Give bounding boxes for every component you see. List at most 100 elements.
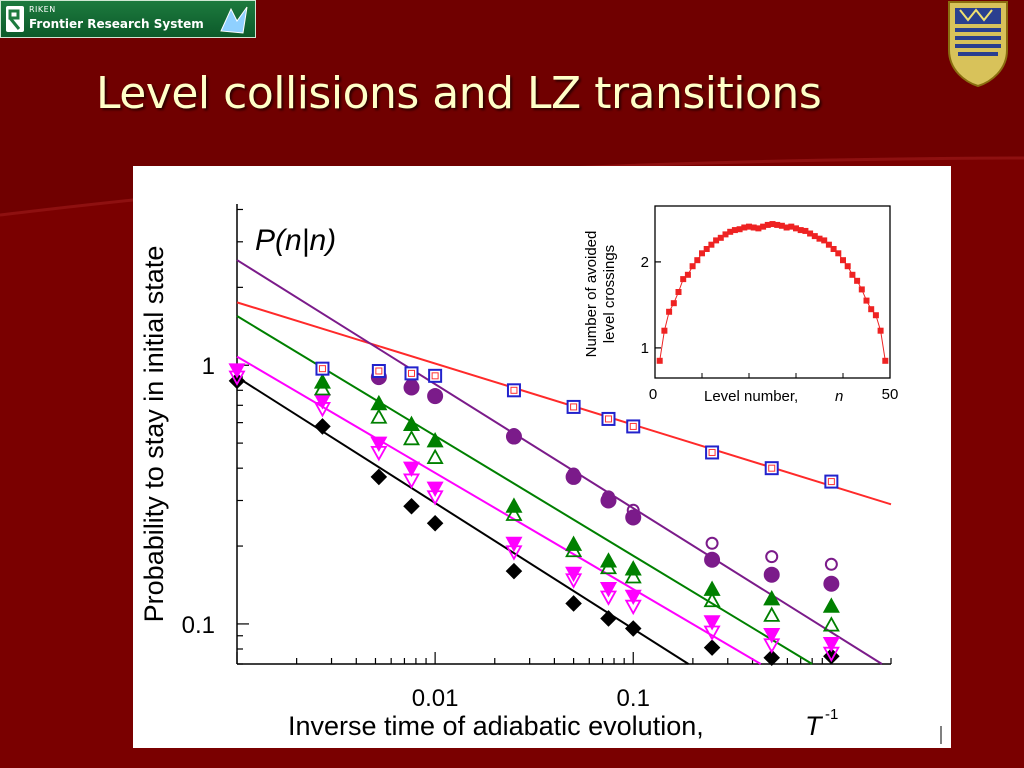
inset-x-axis-symbol: n: [835, 388, 843, 405]
inset-data-point: [722, 231, 729, 238]
data-point-inner: [431, 372, 439, 380]
data-point: [763, 566, 780, 583]
data-point-inner: [768, 464, 776, 472]
data-point: [505, 497, 523, 513]
x-axis-label: Inverse time of adiabatic evolution,: [288, 711, 704, 741]
slide-title: Level collisions and LZ transitions: [96, 68, 822, 119]
data-point: [402, 461, 421, 478]
data-point-inner: [510, 386, 518, 394]
data-point-inner: [408, 369, 416, 377]
data-point: [370, 394, 388, 411]
inset-y-label-line1: Number of avoided: [583, 231, 600, 358]
data-point: [426, 448, 444, 464]
inset-data-point: [666, 308, 673, 315]
inset-y-label-line2: level crossings: [601, 245, 618, 343]
data-point: [822, 597, 840, 613]
data-point-inner: [827, 478, 835, 486]
data-point: [601, 411, 616, 426]
chart-title: P(n|n): [255, 224, 336, 257]
data-point: [426, 514, 444, 532]
inset-data-point: [872, 312, 879, 319]
data-point: [763, 606, 781, 622]
inset-data-point: [708, 241, 715, 248]
inset-data-point: [877, 327, 884, 334]
inset-data-point: [807, 230, 814, 237]
data-point: [824, 557, 838, 571]
data-point: [624, 560, 642, 576]
inset-data-point: [717, 234, 724, 241]
data-point: [370, 436, 388, 452]
inset-frame: [654, 205, 891, 379]
data-point: [624, 620, 642, 637]
inset-x-axis-label: Level number,: [704, 388, 798, 405]
inset-data-point: [788, 223, 795, 230]
inset-data-point: [774, 221, 781, 228]
data-point: [822, 616, 840, 632]
inset-data-point: [675, 289, 682, 295]
data-point: [600, 492, 617, 509]
data-point: [505, 536, 523, 553]
data-point-inner: [318, 365, 326, 373]
x-tick-label: 0.1: [617, 685, 650, 712]
logo-frs-text: Frontier Research System: [29, 17, 204, 31]
data-point: [703, 591, 721, 608]
x-axis-exponent: -1: [825, 706, 838, 723]
data-point: [822, 637, 840, 653]
inset-data-point: [680, 276, 687, 283]
data-point-inner: [708, 448, 716, 456]
data-point: [823, 575, 840, 592]
inset-data-point: [863, 297, 870, 304]
inset-data-point: [736, 226, 743, 233]
data-point: [565, 566, 583, 583]
inset-data-point: [783, 224, 790, 231]
inset-data-point: [811, 233, 818, 240]
data-point: [315, 361, 330, 376]
inset-data-point: [821, 237, 828, 244]
data-point: [763, 649, 780, 667]
data-point: [404, 366, 419, 381]
inset-data-point: [703, 246, 710, 252]
data-point: [565, 595, 582, 612]
inset-data-point: [760, 223, 767, 230]
inset-data-point: [741, 224, 748, 231]
data-point: [313, 373, 331, 389]
inset-y-tick-label: 1: [641, 340, 649, 357]
data-point: [403, 379, 420, 396]
data-point: [427, 388, 444, 405]
data-point-inner: [629, 422, 637, 430]
data-point: [505, 505, 523, 521]
inset-background: [649, 202, 896, 414]
data-point-inner: [570, 403, 578, 411]
inset-data-point: [844, 263, 851, 270]
data-point: [624, 568, 642, 584]
data-point: [370, 468, 388, 486]
riken-logo: RIKEN Frontier Research System: [0, 0, 256, 38]
inset-data-point: [769, 221, 776, 228]
data-point: [403, 497, 420, 515]
data-point: [314, 418, 331, 435]
inset-x-tick-label: 50: [882, 386, 899, 403]
inset-data-point: [830, 246, 837, 252]
data-point: [703, 615, 721, 631]
data-point: [402, 429, 421, 446]
data-point-inner: [604, 415, 612, 423]
data-point: [703, 580, 721, 596]
inset-data-point: [727, 228, 734, 235]
data-point: [600, 610, 617, 627]
data-point: [705, 536, 719, 550]
inset-data-point: [858, 286, 865, 293]
inset-data-point: [825, 241, 832, 248]
data-point: [765, 550, 779, 564]
x-axis-symbol: T: [805, 711, 824, 741]
data-point: [824, 474, 839, 489]
data-point: [704, 551, 721, 568]
inset-data-point: [750, 224, 757, 231]
inset-data-point: [731, 227, 738, 234]
data-point: [703, 639, 721, 656]
inset-data-point: [797, 227, 804, 234]
inset-data-point: [746, 223, 752, 230]
data-point: [599, 582, 618, 598]
logo-riken-text: RIKEN: [29, 5, 56, 14]
inset-data-point: [835, 250, 842, 257]
data-point: [705, 445, 720, 460]
